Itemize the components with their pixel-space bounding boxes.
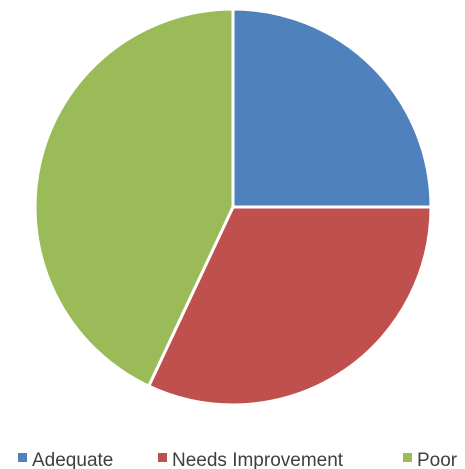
pie-slice-adequate [231, 7, 433, 209]
legend-label-poor: Poor [417, 450, 458, 469]
legend-label-needs-improvement: Needs Improvement [172, 450, 344, 469]
legend-label-adequate: Adequate [32, 450, 113, 469]
legend: Adequate Needs Improvement Poor [18, 450, 458, 469]
legend-swatch-needs-improvement [158, 453, 167, 462]
pie-slice-needs-improvement [147, 205, 433, 407]
legend-swatch-adequate [18, 453, 27, 462]
pie-slices [33, 7, 433, 407]
pie-slice-poor [33, 7, 235, 388]
legend-swatch-poor [403, 453, 412, 462]
